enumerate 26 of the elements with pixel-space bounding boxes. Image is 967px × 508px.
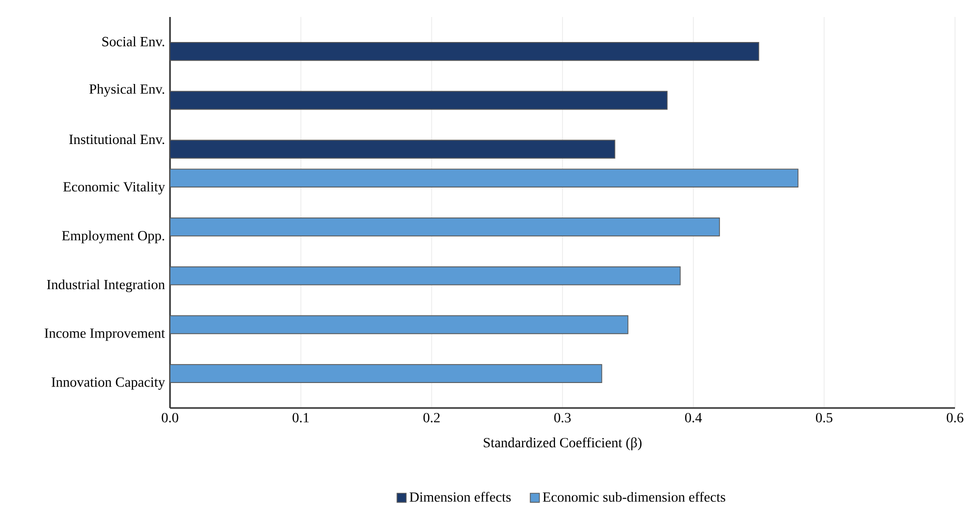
y-tick-label: Physical Env. xyxy=(89,84,164,97)
bar xyxy=(170,364,602,383)
bar xyxy=(170,315,628,334)
legend-label: Dimension effects xyxy=(410,492,511,502)
x-axis-title: Standardized Coefficient (β) xyxy=(484,437,642,450)
y-tick-label: Economic Vitality xyxy=(63,182,166,194)
x-tick-label: 0.5 xyxy=(816,412,832,422)
y-tick-label: Social Env. xyxy=(102,36,164,46)
bar xyxy=(170,218,720,236)
bar xyxy=(170,168,798,188)
x-tick-label: 0.2 xyxy=(423,412,440,422)
bar xyxy=(170,266,681,286)
x-tick-label: 0.3 xyxy=(554,412,571,422)
y-tick-label: Employment Opp. xyxy=(62,230,164,244)
bar xyxy=(170,90,668,110)
x-tick-label: 0.4 xyxy=(685,412,702,422)
y-tick-label: Industrial Integration xyxy=(46,279,165,292)
bar xyxy=(170,42,760,61)
y-tick-label: Income Improvement xyxy=(44,328,165,341)
y-tick-label: Innovation Capacity xyxy=(52,377,166,390)
y-tick-label: Institutional Env. xyxy=(69,134,164,144)
x-tick-label: 0.0 xyxy=(162,412,178,422)
x-tick-label: 0.6 xyxy=(946,412,964,422)
bar xyxy=(170,140,616,159)
x-tick-label: 0.1 xyxy=(292,412,309,422)
legend-label: Economic sub-dimension effects xyxy=(542,492,726,502)
